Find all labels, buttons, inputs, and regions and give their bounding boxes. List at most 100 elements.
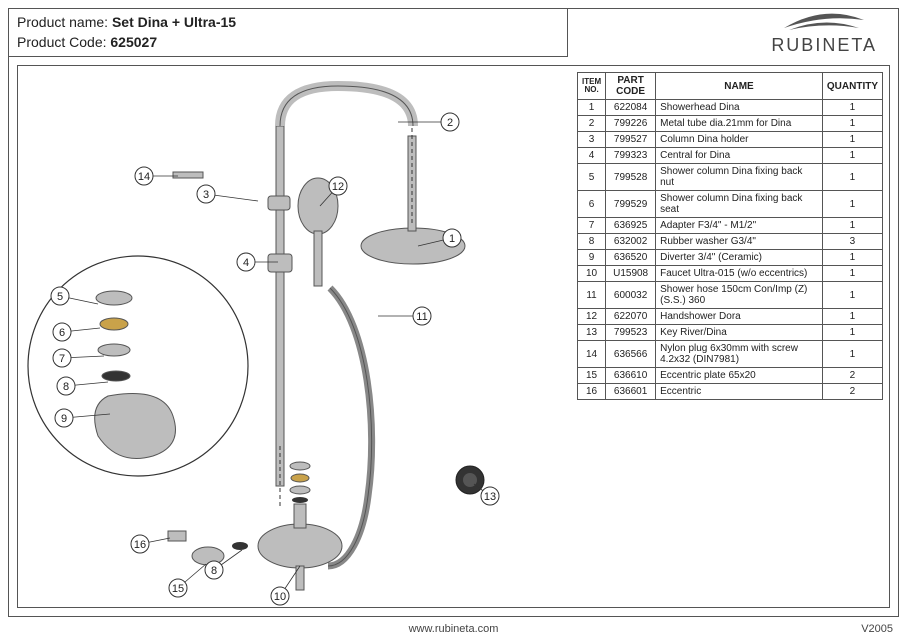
- cell-qty: 1: [822, 325, 882, 341]
- cell-item: 16: [578, 384, 606, 400]
- cell-qty: 2: [822, 384, 882, 400]
- cell-code: 636566: [606, 341, 656, 368]
- cell-item: 1: [578, 100, 606, 116]
- cell-name: Column Dina holder: [656, 132, 823, 148]
- cell-qty: 1: [822, 250, 882, 266]
- sheet-border: 123456788910111213141516 ITEM NO. PART C…: [8, 8, 899, 617]
- cell-name: Adapter F3/4" - M1/2": [656, 218, 823, 234]
- cell-name: Showerhead Dina: [656, 100, 823, 116]
- cell-item: 13: [578, 325, 606, 341]
- cell-qty: 1: [822, 164, 882, 191]
- callout-number: 14: [138, 171, 150, 183]
- callout-number: 1: [449, 233, 455, 245]
- callout-number: 7: [59, 353, 65, 365]
- cell-qty: 3: [822, 234, 882, 250]
- table-row: 13799523Key River/Dina1: [578, 325, 883, 341]
- callout-number: 15: [172, 583, 184, 595]
- cell-name: Shower hose 150cm Con/Imp (Z) (S.S.) 360: [656, 282, 823, 309]
- column-tube: [276, 126, 284, 486]
- table-row: 6799529Shower column Dina fixing back se…: [578, 191, 883, 218]
- table-row: 8632002Rubber washer G3/4"3: [578, 234, 883, 250]
- cell-item: 3: [578, 132, 606, 148]
- cell-name: Rubber washer G3/4": [656, 234, 823, 250]
- callout-number: 8: [63, 381, 69, 393]
- cell-code: 799323: [606, 148, 656, 164]
- callout-number: 3: [203, 189, 209, 201]
- cell-name: Shower column Dina fixing back seat: [656, 191, 823, 218]
- callout-number: 9: [61, 413, 67, 425]
- callout-number: 13: [484, 491, 496, 503]
- cell-item: 11: [578, 282, 606, 309]
- cell-name: Shower column Dina fixing back nut: [656, 164, 823, 191]
- table-row: 11600032Shower hose 150cm Con/Imp (Z) (S…: [578, 282, 883, 309]
- cell-code: 636925: [606, 218, 656, 234]
- cell-name: Central for Dina: [656, 148, 823, 164]
- cell-qty: 1: [822, 282, 882, 309]
- washer: [232, 542, 248, 550]
- cell-name: Eccentric plate 65x20: [656, 368, 823, 384]
- table-row: 1622084Showerhead Dina1: [578, 100, 883, 116]
- cell-code: 799226: [606, 116, 656, 132]
- callout-number: 6: [59, 327, 65, 339]
- table-row: 10U15908Faucet Ultra-015 (w/o eccentrics…: [578, 266, 883, 282]
- table-row: 2799226Metal tube dia.21mm for Dina1: [578, 116, 883, 132]
- callout-number: 2: [447, 117, 453, 129]
- callout-number: 16: [134, 539, 146, 551]
- diverter-body: [95, 394, 176, 459]
- cell-item: 10: [578, 266, 606, 282]
- cell-qty: 1: [822, 266, 882, 282]
- cell-qty: 1: [822, 191, 882, 218]
- cell-code: 799529: [606, 191, 656, 218]
- cell-item: 9: [578, 250, 606, 266]
- cell-code: 636610: [606, 368, 656, 384]
- cell-qty: 2: [822, 368, 882, 384]
- cell-qty: 1: [822, 218, 882, 234]
- table-row: 3799527Column Dina holder1: [578, 132, 883, 148]
- cell-item: 4: [578, 148, 606, 164]
- cell-code: 622084: [606, 100, 656, 116]
- callout-number: 5: [57, 291, 63, 303]
- table-row: 9636520Diverter 3/4" (Ceramic)1: [578, 250, 883, 266]
- washer-detail: [102, 371, 130, 381]
- cell-qty: 1: [822, 341, 882, 368]
- cell-name: Key River/Dina: [656, 325, 823, 341]
- col-name: NAME: [656, 73, 823, 100]
- nylon-plug: [173, 172, 203, 178]
- callout-number: 4: [243, 257, 249, 269]
- cell-name: Eccentric: [656, 384, 823, 400]
- table-row: 16636601Eccentric2: [578, 384, 883, 400]
- cell-qty: 1: [822, 132, 882, 148]
- cell-item: 15: [578, 368, 606, 384]
- cell-code: 799528: [606, 164, 656, 191]
- cell-name: Faucet Ultra-015 (w/o eccentrics): [656, 266, 823, 282]
- cell-qty: 1: [822, 148, 882, 164]
- parts-table: ITEM NO. PART CODE NAME QUANTITY 1622084…: [577, 72, 883, 400]
- exploded-diagram: 123456788910111213141516: [18, 66, 578, 626]
- table-row: 12622070Handshower Dora1: [578, 309, 883, 325]
- back-seat: [100, 318, 128, 330]
- cell-item: 6: [578, 191, 606, 218]
- cell-code: 636601: [606, 384, 656, 400]
- cell-item: 14: [578, 341, 606, 368]
- cell-code: 632002: [606, 234, 656, 250]
- col-qty: QUANTITY: [822, 73, 882, 100]
- col-item: ITEM NO.: [578, 73, 606, 100]
- table-row: 14636566Nylon plug 6x30mm with screw 4.2…: [578, 341, 883, 368]
- cell-name: Nylon plug 6x30mm with screw 4.2x32 (DIN…: [656, 341, 823, 368]
- callout-number: 8: [211, 565, 217, 577]
- cell-name: Diverter 3/4" (Ceramic): [656, 250, 823, 266]
- metal-tube: [280, 86, 413, 126]
- cell-code: 799527: [606, 132, 656, 148]
- cell-name: Handshower Dora: [656, 309, 823, 325]
- cell-item: 5: [578, 164, 606, 191]
- callout-number: 11: [416, 311, 427, 323]
- back-nut: [96, 291, 132, 305]
- table-row: 15636610Eccentric plate 65x202: [578, 368, 883, 384]
- cell-qty: 1: [822, 100, 882, 116]
- column-holder: [268, 196, 290, 210]
- table-row: 7636925Adapter F3/4" - M1/2"1: [578, 218, 883, 234]
- adapter: [98, 344, 130, 356]
- footer-url: www.rubineta.com: [0, 623, 907, 635]
- cell-item: 2: [578, 116, 606, 132]
- cell-code: 622070: [606, 309, 656, 325]
